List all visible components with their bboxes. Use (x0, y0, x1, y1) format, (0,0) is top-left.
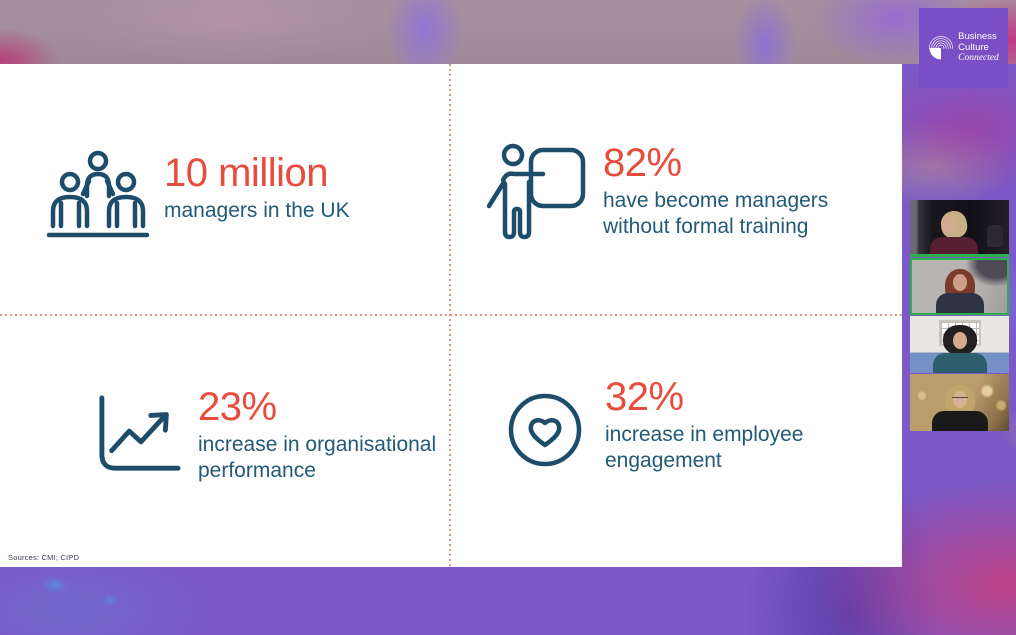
chair-headrest (987, 225, 1003, 247)
participant-video-1[interactable] (910, 200, 1009, 257)
stat-label: managers in the UK (164, 199, 350, 223)
active-speaker-bar (910, 254, 1009, 257)
logo-line-2: Culture (958, 41, 989, 53)
screen-share-slide: 10 million managers in the UK 82% have b… (0, 64, 902, 567)
stat-value: 23% (198, 385, 277, 429)
stat-value: 82% (603, 141, 682, 185)
team-icon (46, 150, 150, 238)
stat-value: 32% (605, 375, 684, 419)
participant-4-person (925, 381, 995, 431)
stat-employee-engagement: 32% increase in employee engagement (507, 375, 821, 473)
stat-no-formal-training: 82% have become managers without formal … (487, 141, 849, 244)
logo-text: Business Culture Connected (958, 31, 999, 64)
participant-3-person (925, 323, 995, 373)
participant-1-person (919, 207, 989, 257)
stat-label: increase in organisational performance (198, 433, 437, 482)
participant-video-2[interactable] (910, 258, 1009, 315)
glasses (951, 397, 968, 401)
logo-fan-icon (929, 36, 954, 60)
business-culture-connected-logo: Business Culture Connected (919, 8, 1008, 88)
stat-value: 10 million (164, 151, 328, 195)
stat-label: have become managers without formal trai… (603, 189, 829, 238)
horizontal-divider-dashed (0, 314, 902, 316)
participant-2-person (925, 263, 995, 313)
participant-video-4[interactable] (910, 374, 1009, 431)
heart-icon (508, 393, 582, 467)
logo-tagline: Connected (958, 53, 999, 64)
presenter-icon (487, 143, 586, 240)
painted-background-top-band (0, 0, 1016, 64)
sources-note: Sources: CMI; CIPD (8, 553, 80, 562)
participant-video-3[interactable] (910, 316, 1009, 373)
participant-video-strip (910, 200, 1009, 431)
stat-managers-uk: 10 million managers in the UK (42, 148, 350, 240)
growth-chart-icon (99, 395, 181, 471)
stat-org-performance: 23% increase in organisational performan… (94, 385, 444, 483)
stat-label: increase in employee engagement (605, 423, 804, 472)
logo-line-1: Business (958, 31, 997, 43)
